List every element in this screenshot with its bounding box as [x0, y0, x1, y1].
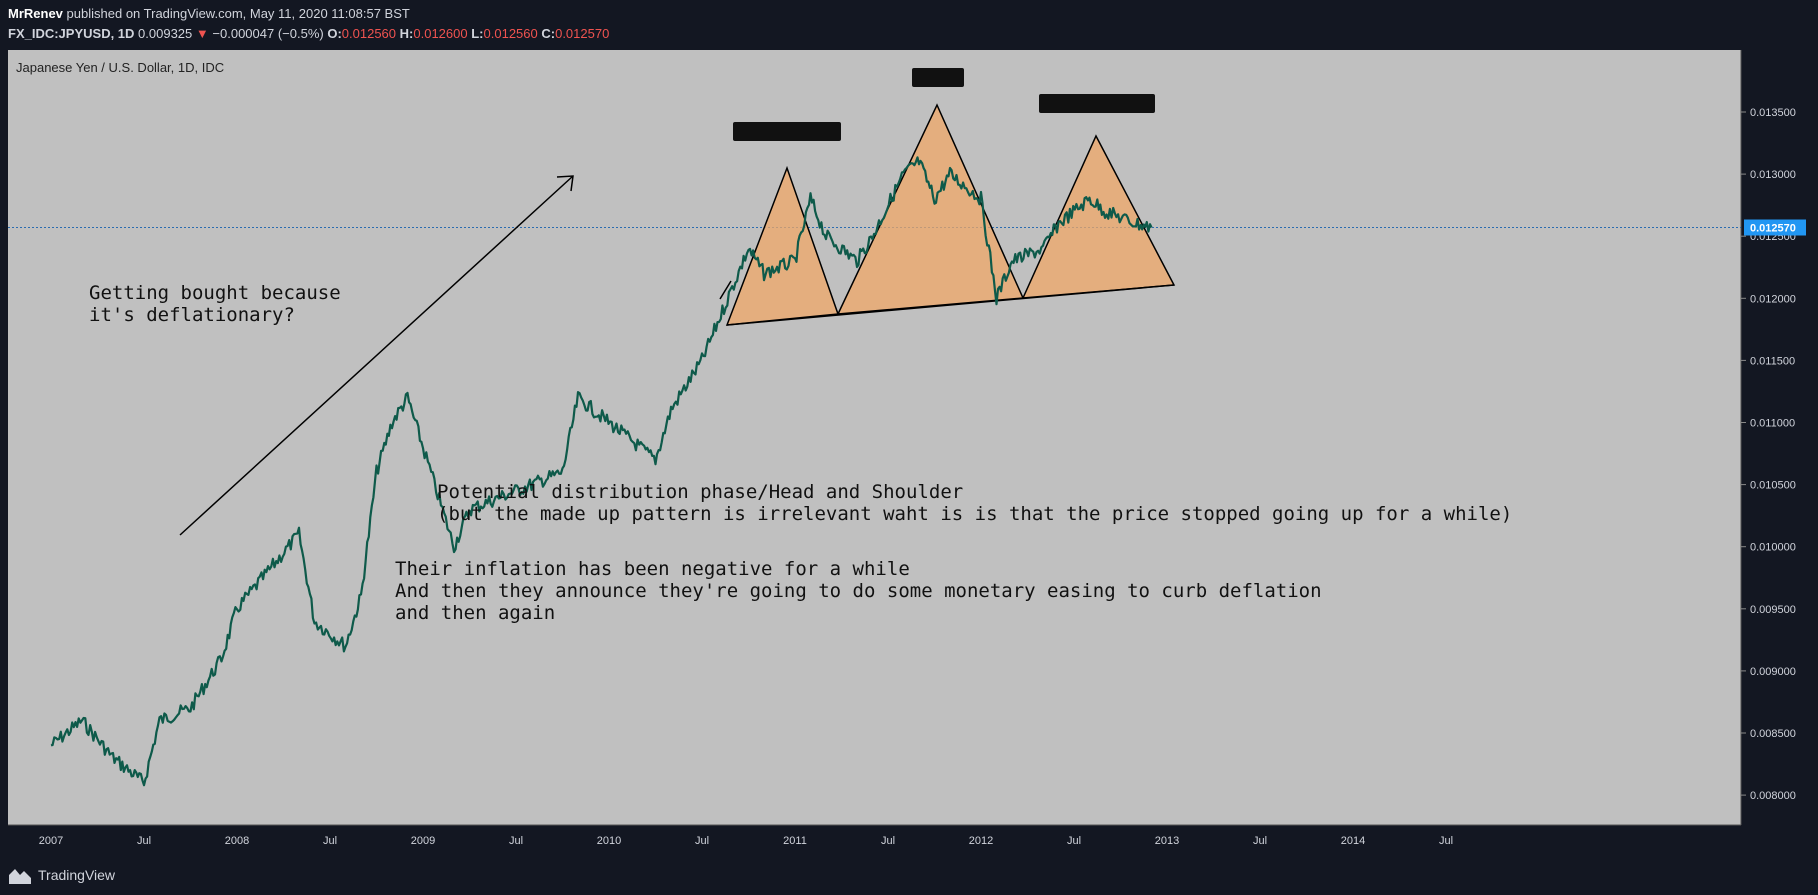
- redacted-label-head: [912, 68, 964, 87]
- high-label: H:: [399, 26, 414, 41]
- time-tick-label: Jul: [1253, 835, 1267, 847]
- note-middle-2[interactable]: (but the made up pattern is irrelevant w…: [437, 503, 1512, 525]
- tradingview-logo-icon[interactable]: [8, 866, 32, 886]
- time-tick-label: 2014: [1341, 835, 1365, 847]
- time-scale[interactable]: 2007 Jul 2008 Jul 2009 Jul 2010 Jul 2011 Jul 2012 J…: [39, 835, 1453, 847]
- brand-name[interactable]: TradingView: [38, 867, 116, 883]
- time-tick-label: Jul: [1439, 835, 1453, 847]
- price-tick-label: 0.010500: [1750, 480, 1796, 492]
- time-tick-label: Jul: [137, 835, 151, 847]
- author-name[interactable]: MrRenev: [8, 6, 63, 21]
- pattern-triangles[interactable]: [725, 103, 1176, 326]
- time-tick-label: Jul: [695, 835, 709, 847]
- time-tick-label: 2007: [39, 835, 63, 847]
- publish-info: MrRenev published on TradingView.com, Ma…: [8, 6, 410, 21]
- symbol-label: FX_IDC:JPYUSD, 1D: [8, 26, 135, 41]
- note-bottom-1[interactable]: Their inflation has been negative for a …: [395, 558, 910, 580]
- current-price-label[interactable]: 0.012570: [1744, 219, 1806, 236]
- price-tick-label: 0.011500: [1750, 355, 1795, 367]
- chart-header: MrRenev published on TradingView.com, Ma…: [0, 0, 1818, 48]
- current-price-value: 0.012570: [1750, 223, 1796, 235]
- note-bottom-3[interactable]: and then again: [395, 602, 555, 624]
- time-tick-label: 2012: [969, 835, 993, 847]
- change-text: −0.000047 (−0.5%): [212, 26, 324, 41]
- note-left-2[interactable]: it's deflationary?: [89, 304, 295, 326]
- footer: TradingView: [0, 858, 1818, 895]
- down-arrow-icon: ▼: [195, 26, 209, 41]
- price-tick-label: 0.012000: [1750, 293, 1796, 305]
- price-scale[interactable]: 0.0135000.0130000.0125000.0120000.011500…: [1741, 107, 1796, 802]
- redacted-labels: [733, 68, 1155, 141]
- low-value: 0.012560: [483, 26, 538, 41]
- trend-arrow-line[interactable]: [179, 175, 574, 536]
- time-tick-label: 2008: [225, 835, 249, 847]
- price-tick-label: 0.008000: [1750, 790, 1796, 802]
- note-bottom-2[interactable]: And then they announce they're going to …: [395, 580, 1322, 602]
- chart-background: [8, 50, 1741, 825]
- redacted-label-left: [733, 122, 841, 141]
- price-tick-label: 0.008500: [1750, 728, 1796, 740]
- price-tick-label: 0.009500: [1750, 604, 1796, 616]
- time-tick-label: Jul: [509, 835, 523, 847]
- symbol-info: FX_IDC:JPYUSD, 1D 0.009325 ▼ −0.000047 (…: [8, 26, 609, 41]
- price-series-line[interactable]: [50, 156, 1153, 787]
- close-value: 0.012570: [555, 26, 610, 41]
- price-chart[interactable]: 0.0135000.0130000.0125000.0120000.011500…: [0, 48, 1818, 858]
- open-value: 0.012560: [341, 26, 397, 41]
- time-tick-label: 2010: [597, 835, 621, 847]
- price-tick-label: 0.013500: [1750, 107, 1796, 119]
- low-label: L:: [471, 26, 484, 41]
- change-value: 0.009325: [138, 26, 193, 41]
- price-tick-label: 0.009000: [1750, 666, 1796, 678]
- close-label: C:: [541, 26, 556, 41]
- price-tick-label: 0.010000: [1750, 542, 1796, 554]
- high-value: 0.012600: [413, 26, 468, 41]
- note-middle-1[interactable]: Potential distribution phase/Head and Sh…: [437, 481, 963, 503]
- open-label: O:: [327, 26, 342, 41]
- neckline[interactable]: [726, 284, 1175, 326]
- price-tick-label: 0.011000: [1750, 418, 1795, 430]
- tick-line: [719, 280, 732, 300]
- note-left-1[interactable]: Getting bought because: [89, 282, 341, 304]
- price-tick-label: 0.013000: [1750, 169, 1796, 181]
- time-tick-label: Jul: [881, 835, 895, 847]
- redacted-label-right: [1039, 94, 1155, 113]
- time-tick-label: 2013: [1155, 835, 1179, 847]
- time-tick-label: 2011: [783, 835, 807, 847]
- publish-text: published on TradingView.com, May 11, 20…: [66, 6, 410, 21]
- chart-title: Japanese Yen / U.S. Dollar, 1D, IDC: [16, 60, 224, 75]
- time-tick-label: Jul: [1067, 835, 1081, 847]
- current-price-label-bg: [1744, 219, 1806, 236]
- time-tick-label: Jul: [323, 835, 337, 847]
- time-tick-label: 2009: [411, 835, 435, 847]
- arrow-head-icon: [556, 175, 574, 192]
